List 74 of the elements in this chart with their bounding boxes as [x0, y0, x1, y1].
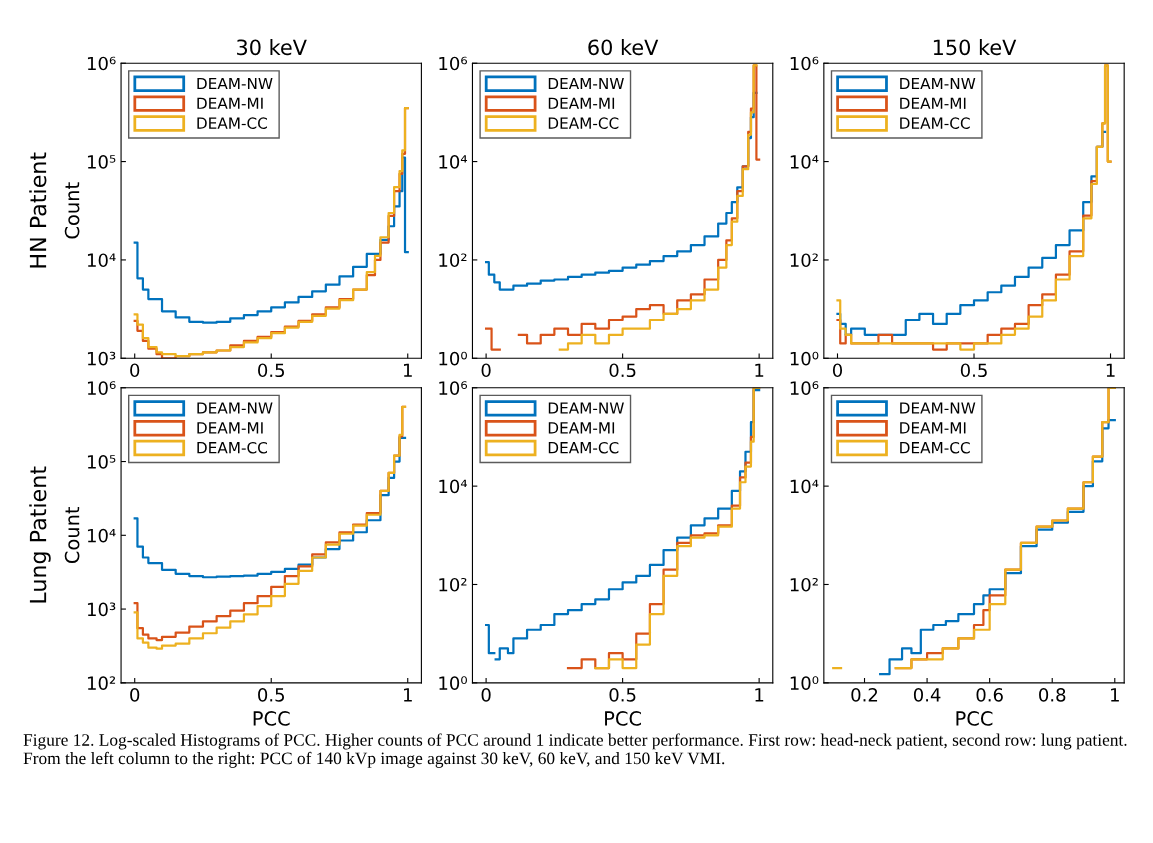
legend-label: DEAM-NW: [900, 402, 976, 414]
y-tick-label: 10²: [439, 253, 467, 268]
legend-label: DEAM-NW: [197, 77, 273, 90]
y-axis-title: Count: [64, 182, 80, 239]
y-tick-label: 10⁶: [790, 56, 819, 71]
legend-label: DEAM-MI: [197, 422, 263, 434]
y-tick-label: 10²: [790, 577, 818, 592]
y-tick-label: 10²: [439, 577, 467, 592]
legend-label: DEAM-CC: [548, 441, 619, 454]
y-tick-label: 10⁴: [790, 155, 819, 169]
text: Lung Patient: [29, 466, 51, 603]
y-tick-label: 10³: [87, 351, 116, 366]
x-tick-label: 0.8: [1039, 688, 1066, 702]
y-tick-label: 10⁴: [87, 528, 116, 543]
x-axis-title: PCC: [253, 711, 290, 726]
x-tick-label: 0.5: [960, 363, 987, 378]
y-tick-label: 10⁴: [790, 479, 819, 494]
x-tick-label: 1: [755, 688, 764, 702]
x-tick-label: 0: [130, 363, 140, 378]
y-tick-label: 10³: [87, 602, 116, 617]
legend-label: DEAM-CC: [900, 441, 970, 454]
caption: Figure 12. Log-scaled Histograms of PCC. Higher counts of PCC around 1 indicate better performance. First row: head-neck patient, second row: lung patient. From the left column to the right: PCC of 140 kVp image against 30 keV, 60 keV, and 150 keV VMI.: [23, 733, 1127, 768]
legend-label: DEAM-NW: [548, 77, 624, 90]
x-tick-label: 0: [481, 688, 491, 702]
y-tick-label: 10⁴: [87, 253, 116, 268]
chart-title: 150 keV: [933, 39, 1017, 56]
y-tick-label: 10⁶: [439, 381, 468, 395]
x-tick-label: 1: [403, 363, 412, 377]
x-tick-label: 0.4: [913, 688, 941, 702]
x-tick-label: 1: [403, 688, 412, 702]
y-tick-label: 10⁶: [790, 381, 819, 395]
y-axis-title: Count: [64, 506, 80, 564]
legend-label: DEAM-MI: [900, 97, 966, 109]
y-tick-label: 10⁴: [439, 479, 468, 494]
x-tick-label: 0.5: [258, 363, 285, 378]
legend-label: DEAM-CC: [197, 441, 267, 454]
y-tick-label: 10²: [790, 253, 818, 268]
x-tick-label: 0: [130, 688, 140, 702]
y-tick-label: 10⁶: [439, 56, 468, 71]
x-tick-label: 1: [1111, 688, 1119, 702]
legend-label: DEAM-NW: [197, 402, 273, 414]
legend-label: DEAM-MI: [548, 422, 615, 434]
y-tick-label: 10⁰: [439, 351, 467, 366]
legend-label: DEAM-MI: [900, 422, 966, 434]
y-tick-label: 10⁰: [439, 676, 467, 690]
legend-label: DEAM-MI: [548, 97, 615, 109]
y-tick-label: 10⁴: [439, 155, 468, 169]
y-tick-label: 10⁵: [87, 155, 116, 169]
x-tick-label: 1: [755, 363, 764, 377]
x-tick-label: 0.5: [609, 363, 636, 378]
text: HN Patient: [29, 152, 47, 268]
y-tick-label: 10²: [87, 676, 116, 690]
legend-label: DEAM-NW: [548, 402, 624, 414]
legend-label: DEAM-CC: [900, 117, 970, 129]
y-tick-label: 10⁰: [790, 351, 819, 366]
legend-label: DEAM-CC: [548, 117, 619, 129]
chart-title: 30 keV: [237, 39, 307, 56]
legend-label: DEAM-MI: [197, 97, 263, 109]
y-tick-label: 10⁶: [87, 381, 116, 395]
y-tick-label: 10⁰: [790, 676, 819, 690]
x-tick-label: 0: [481, 363, 491, 378]
legend-label: DEAM-NW: [900, 77, 976, 90]
x-axis-title: PCC: [956, 711, 993, 726]
x-axis-title: PCC: [605, 711, 642, 726]
y-tick-label: 10⁶: [87, 56, 116, 71]
legend-label: DEAM-CC: [197, 117, 267, 129]
x-tick-label: 0.2: [851, 688, 878, 702]
chart-title: 60 keV: [588, 39, 659, 56]
x-tick-label: 0.6: [976, 688, 1003, 702]
x-tick-label: 0.5: [609, 688, 636, 702]
x-tick-label: 0.5: [258, 688, 285, 702]
x-tick-label: 1: [1106, 363, 1115, 377]
y-tick-label: 10⁵: [87, 455, 116, 469]
x-tick-label: 0: [832, 363, 843, 378]
